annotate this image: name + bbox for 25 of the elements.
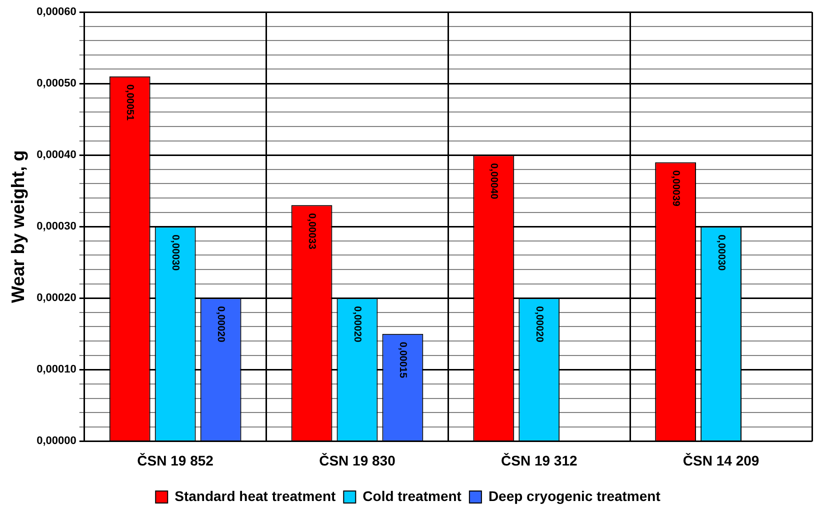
- y-tick-label: 0,00020: [36, 292, 76, 304]
- legend-label: Deep cryogenic treatment: [488, 488, 661, 504]
- y-axis-title: Wear by weight, g: [8, 150, 28, 303]
- y-tick-label: 0,00010: [36, 364, 76, 376]
- data-label: 0,00020: [351, 306, 362, 343]
- y-tick-label: 0,00050: [36, 78, 76, 90]
- data-label: 0,00040: [488, 163, 499, 200]
- data-label: 0,00015: [396, 342, 408, 378]
- y-tick-label: 0,00060: [36, 6, 76, 18]
- data-label: 0,00020: [215, 306, 226, 343]
- data-label: 0,00030: [715, 234, 726, 272]
- y-tick-label: 0,00000: [36, 435, 76, 448]
- data-label: 0,00020: [533, 306, 544, 343]
- data-label: 0,00051: [124, 84, 136, 121]
- x-tick-label: ČSN 19 312: [500, 452, 578, 468]
- legend-label: Cold treatment: [362, 488, 462, 504]
- y-tick-label: 0,00040: [36, 149, 76, 162]
- x-tick-label: ČSN 19 830: [319, 452, 396, 468]
- y-tick-label: 0,00030: [36, 220, 76, 233]
- data-label: 0,00039: [670, 170, 681, 207]
- data-label: 0,00033: [306, 213, 317, 250]
- x-tick-label: ČSN 14 209: [682, 452, 760, 468]
- x-tick-label: ČSN 19 852: [137, 452, 214, 468]
- data-label: 0,00030: [170, 234, 181, 272]
- legend-label: Standard heat treatment: [174, 488, 336, 504]
